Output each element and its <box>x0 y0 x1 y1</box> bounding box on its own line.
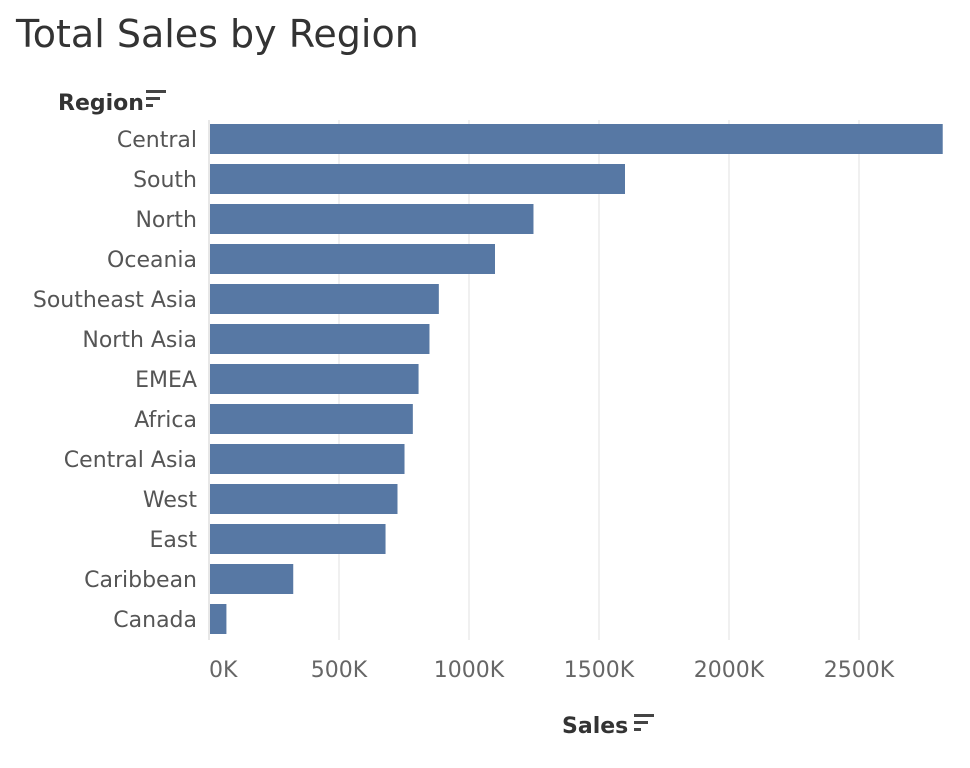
x-tick-label: 1500K <box>564 658 635 683</box>
category-label: Caribbean <box>84 568 197 593</box>
bar[interactable] <box>210 284 439 314</box>
bar[interactable] <box>210 204 534 234</box>
category-label: Central <box>117 128 197 153</box>
bar[interactable] <box>210 484 398 514</box>
category-label: Central Asia <box>64 448 197 473</box>
bar[interactable] <box>210 164 625 194</box>
bars <box>210 124 943 634</box>
bar[interactable] <box>210 124 943 154</box>
category-label: East <box>150 528 198 553</box>
category-label: Canada <box>113 608 197 633</box>
x-axis-header[interactable]: Sales <box>562 714 654 739</box>
x-tick-label: 2000K <box>694 658 765 683</box>
bar[interactable] <box>210 244 495 274</box>
category-label: Southeast Asia <box>33 288 197 313</box>
bar[interactable] <box>210 604 227 634</box>
bar[interactable] <box>210 404 413 434</box>
x-tick-label: 500K <box>311 658 368 683</box>
sort-descending-icon[interactable] <box>146 90 166 107</box>
x-axis-title: Sales <box>562 714 628 739</box>
category-label: West <box>143 488 197 513</box>
category-label: North <box>135 208 197 233</box>
bar[interactable] <box>210 364 419 394</box>
category-label: South <box>133 168 197 193</box>
sort-descending-icon[interactable] <box>634 714 654 731</box>
y-axis-title: Region <box>58 91 144 116</box>
x-tick-label: 0K <box>209 658 238 683</box>
category-label: North Asia <box>82 328 197 353</box>
category-labels: Central South North Oceania Southeast Asia No… <box>33 128 198 633</box>
bar[interactable] <box>210 564 294 594</box>
x-tick-label: 2500K <box>824 658 895 683</box>
x-tick-label: 1000K <box>434 658 505 683</box>
bar[interactable] <box>210 324 430 354</box>
category-label: EMEA <box>135 368 197 393</box>
category-label: Oceania <box>107 248 197 273</box>
bar[interactable] <box>210 524 386 554</box>
bar[interactable] <box>210 444 405 474</box>
x-axis-ticks: 0K 500K 1000K 1500K 2000K 2500K <box>209 658 895 683</box>
y-axis-header[interactable]: Region <box>58 90 166 116</box>
chart-title: Total Sales by Region <box>16 12 419 56</box>
category-label: Africa <box>134 408 197 433</box>
